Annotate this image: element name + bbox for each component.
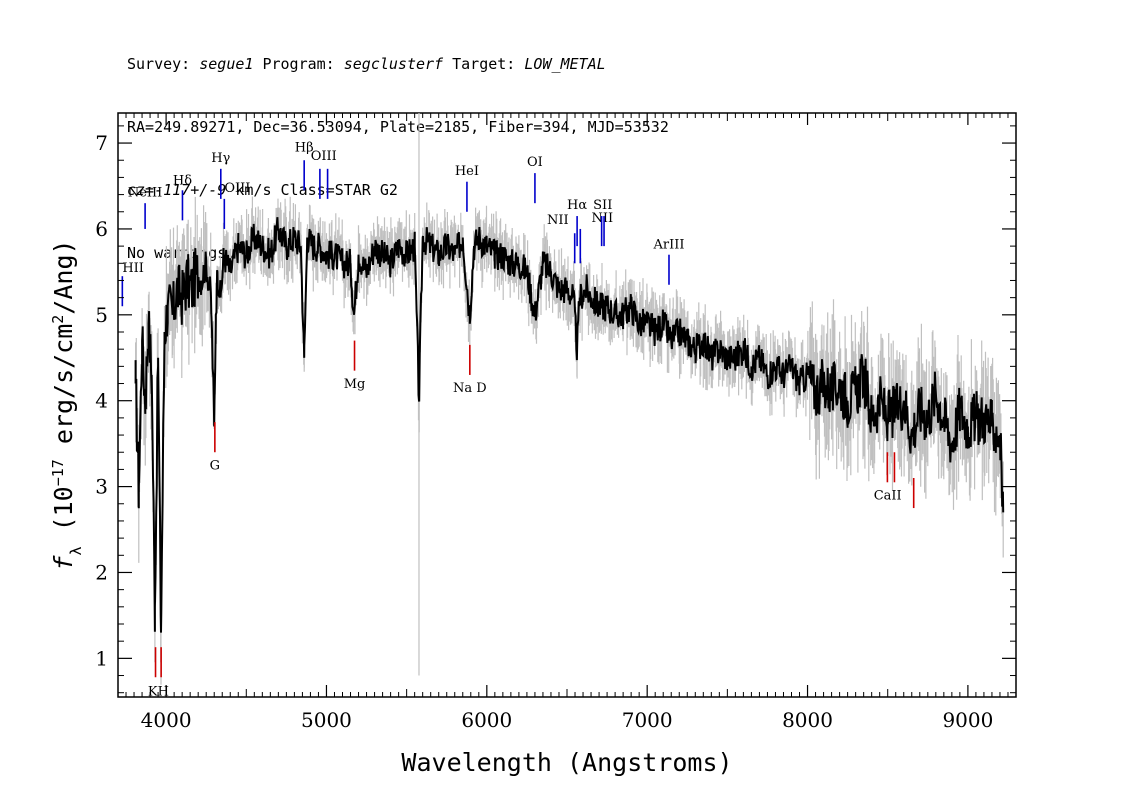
header-survey-part: Survey: xyxy=(127,55,200,73)
label-nad: Na D xyxy=(453,381,487,396)
header-survey-part: segclusterf xyxy=(343,55,444,73)
header-redshift-part: km/s Class=STAR G2 xyxy=(226,181,398,199)
y-axis-title: fλ (10−17 erg/s/cm2/Ang) xyxy=(49,239,85,570)
header-line-coordinates: RA=249.89271, Dec=36.53094, Plate=2185, … xyxy=(127,118,669,136)
y-tick-label: 7 xyxy=(95,131,108,155)
flux-series xyxy=(134,217,1005,633)
y-axis-title-part: λ xyxy=(67,546,85,555)
label-oiii-4363: OIII xyxy=(224,181,250,196)
label-kh: KH xyxy=(148,684,169,699)
label-caii: CaII xyxy=(874,488,902,503)
x-tick-label: 5000 xyxy=(301,708,352,732)
y-axis-title-part: (10 xyxy=(49,486,78,546)
label-sii: SII xyxy=(593,198,612,213)
x-tick-label: 4000 xyxy=(141,708,192,732)
header-line-redshift-class: cz=-117+/-9 km/s Class=STAR G2 xyxy=(127,180,669,201)
x-axis-title: Wavelength (Angstroms) xyxy=(401,748,732,777)
header-survey-part: segue1 xyxy=(199,55,254,73)
label-hei: HeI xyxy=(455,164,479,179)
y-axis-title-part: erg/s/cm xyxy=(49,324,78,459)
axis-ticks: 4000 5000 6000 7000 8000 9000 1 2 3 4 5 6 7 xyxy=(95,113,1017,732)
x-tick-label: 6000 xyxy=(461,708,512,732)
label-nii-6548: NII xyxy=(547,213,569,228)
spectrum-header: Survey: segue1 Program: segclusterf Targ… xyxy=(127,12,669,285)
label-hii: HII xyxy=(122,261,144,276)
header-survey-part: LOW_METAL xyxy=(524,55,606,73)
y-tick-label: 1 xyxy=(95,646,108,670)
y-axis-title-part: −17 xyxy=(49,459,67,486)
x-tick-label: 7000 xyxy=(622,708,673,732)
label-ariii: ArIII xyxy=(652,238,684,253)
error-spikes xyxy=(135,196,1004,685)
label-g: G xyxy=(210,458,220,473)
header-redshift-part: cz=-117+/-9 xyxy=(127,181,227,199)
label-hdelta: Hδ xyxy=(173,173,192,188)
y-tick-label: 5 xyxy=(95,303,108,327)
y-axis-title-part: /Ang) xyxy=(49,239,78,314)
label-halpha: Hα xyxy=(567,198,587,213)
label-mg: Mg xyxy=(344,377,366,392)
x-tick-label: 8000 xyxy=(782,708,833,732)
y-tick-label: 6 xyxy=(95,217,108,241)
label-oi: OI xyxy=(527,155,543,170)
label-hbeta: Hβ xyxy=(295,141,314,156)
y-axis-title-part: 2 xyxy=(49,315,67,324)
y-axis-title-part: f xyxy=(49,555,78,571)
label-hgamma: Hγ xyxy=(211,151,230,166)
spectral-line-markers: HIINeIIIHδHγOIIIHβOIIIHeIOINIIHαNIISIIAr… xyxy=(121,141,915,699)
y-tick-label: 4 xyxy=(95,389,108,413)
header-survey-part: Program: xyxy=(253,55,344,73)
y-tick-label: 2 xyxy=(95,560,108,584)
header-line-survey: Survey: segue1 Program: segclusterf Targ… xyxy=(127,54,669,75)
label-oiii-5007: OIII xyxy=(311,149,337,164)
header-survey-part: Target: xyxy=(443,55,525,73)
label-neiii: NeIII xyxy=(128,185,162,200)
y-tick-label: 3 xyxy=(95,475,108,499)
flux-line xyxy=(134,217,1005,633)
x-tick-label: 9000 xyxy=(942,708,993,732)
